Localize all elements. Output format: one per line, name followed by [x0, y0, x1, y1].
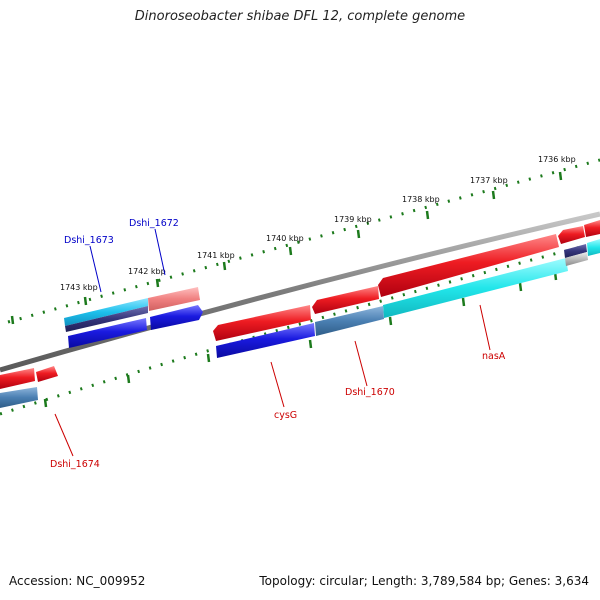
- gene-nasa-red[interactable]: [378, 234, 559, 297]
- gene-label-dshi-1673[interactable]: Dshi_1673: [64, 235, 114, 246]
- gene-labels: Dshi_1673 Dshi_1672 Dshi_1674 cysG Dshi_…: [50, 218, 506, 470]
- gene-right-cyan-edge[interactable]: [587, 239, 600, 256]
- gene-far-left-red[interactable]: [0, 368, 35, 389]
- callout-line-dshi-1673: [89, 245, 102, 293]
- gene-cysg-red[interactable]: [213, 305, 311, 341]
- callout-line-nasa: [479, 304, 491, 351]
- gene-dshi-1670-steel[interactable]: [315, 306, 384, 336]
- gene-cysg-blue[interactable]: [216, 323, 315, 358]
- major-ticks-upper: [10, 171, 563, 325]
- scale-label-1737: 1737 kbp: [470, 176, 508, 185]
- gene-dshi-1673-cds[interactable]: [68, 318, 147, 348]
- gene-dshi-1674[interactable]: [0, 387, 38, 408]
- scale-label-1742: 1742 kbp: [128, 267, 166, 276]
- gene-label-dshi-1674[interactable]: Dshi_1674: [50, 459, 100, 470]
- callout-lines: [54, 228, 491, 457]
- gene-right-red-edge[interactable]: [584, 220, 600, 237]
- callout-line-dshi-1670: [354, 340, 368, 387]
- accession-text: Accession: NC_009952: [9, 574, 146, 588]
- gene-right-red-small[interactable]: [558, 226, 585, 244]
- scale-track-lower: [0, 240, 600, 416]
- gene-dshi-1670-red[interactable]: [312, 286, 379, 314]
- gene-right-grey[interactable]: [565, 252, 588, 266]
- gene-label-dshi-1672[interactable]: Dshi_1672: [129, 218, 179, 229]
- gene-label-cysg[interactable]: cysG: [274, 410, 297, 421]
- scale-label-1738: 1738 kbp: [402, 195, 440, 204]
- gene-far-left-red-small[interactable]: [36, 366, 58, 382]
- far-left-gene-cluster: [0, 366, 58, 408]
- left-gene-cluster: [64, 287, 203, 348]
- callout-line-dshi-1674: [54, 413, 74, 457]
- scale-label-1741: 1741 kbp: [197, 251, 235, 260]
- map-title: Dinoroseobacter shibae DFL 12, complete …: [134, 9, 466, 24]
- scale-label-1740: 1740 kbp: [266, 234, 304, 243]
- gene-dshi-1673-navy[interactable]: [65, 306, 148, 332]
- gene-label-dshi-1670[interactable]: Dshi_1670: [345, 387, 395, 398]
- gene-label-nasa[interactable]: nasA: [482, 351, 506, 362]
- major-ticks-lower: [43, 271, 558, 408]
- gene-dshi-1672-cds[interactable]: [150, 305, 203, 330]
- scale-label-1739: 1739 kbp: [334, 215, 372, 224]
- gene-nasa-cyan[interactable]: [383, 258, 568, 318]
- gene-dshi-1672-pink[interactable]: [148, 287, 200, 311]
- scale-label-1743: 1743 kbp: [60, 283, 98, 292]
- gene-dshi-1673-rna[interactable]: [64, 298, 148, 326]
- scale-labels: 1743 kbp 1742 kbp 1741 kbp 1740 kbp 1739…: [60, 155, 576, 292]
- callout-line-cysg: [270, 361, 285, 408]
- topology-text: Topology: circular; Length: 3,789,584 bp…: [259, 574, 589, 588]
- gene-right-navy[interactable]: [564, 244, 587, 258]
- scale-label-1736: 1736 kbp: [538, 155, 576, 164]
- callout-line-dshi-1672: [154, 228, 166, 276]
- right-gene-cluster: [213, 220, 600, 358]
- genome-backbone: [0, 211, 600, 373]
